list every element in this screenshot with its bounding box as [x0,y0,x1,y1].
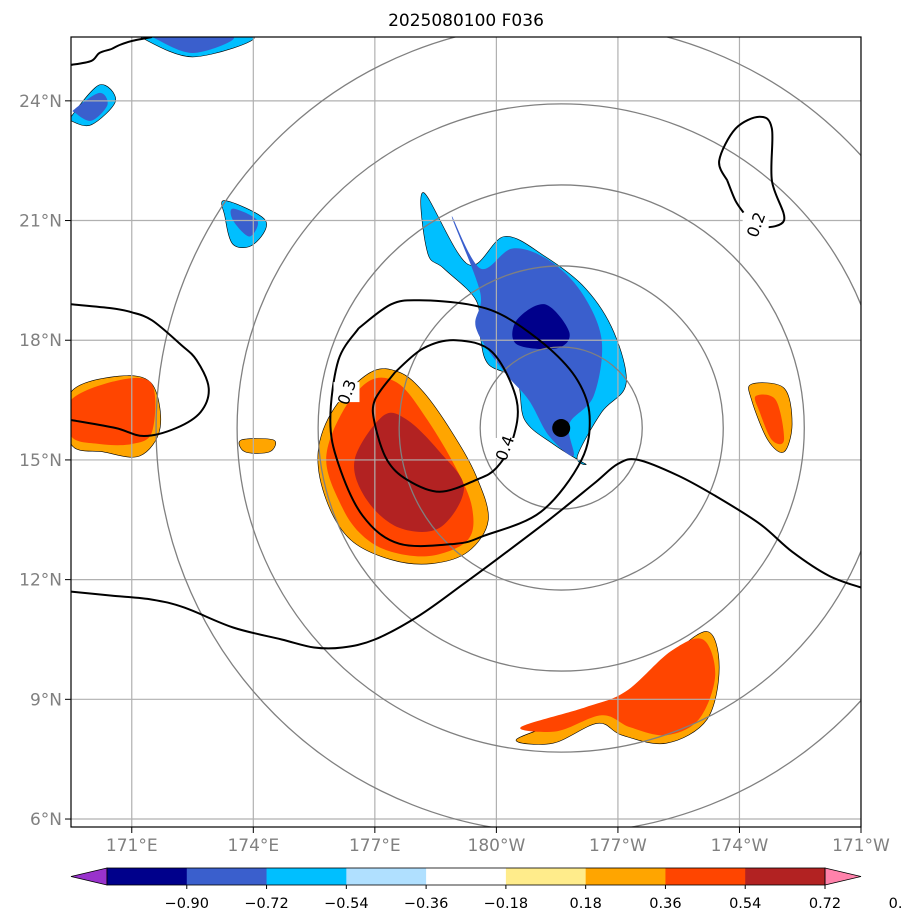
x-tick-label-5: 174°W [711,836,769,856]
x-tick-label-3: 180°W [468,836,526,856]
colorbar: −0.90 −0.72 −0.54 −0.36 −0.18 0.18 0.36 0.54 0.7… [70,867,902,912]
contour-line-5 [726,180,745,214]
shaded-region-12 [512,304,570,350]
colorbar-swatch-8 [665,868,746,885]
plot-frame [70,36,862,828]
colorbar-label-2: −0.54 [324,896,368,912]
y-tick-label-6: 24°N [19,92,62,112]
range-ring-2 [317,184,805,672]
y-tick-label-5: 21°N [19,212,62,232]
colorbar-swatch-1 [107,868,188,885]
colorbar-swatch-9 [745,868,826,885]
range-ring-3 [236,103,861,753]
colorbar-label-7: 0.54 [729,896,761,912]
colorbar-swatch-3 [266,868,347,885]
y-tick-label-0: 6°N [30,810,62,830]
shaded-region-4 [71,377,156,446]
colorbar-extend-min [70,867,108,886]
x-tick-label-6: 171°W [832,836,890,856]
colorbar-outline [106,867,826,886]
colorbar-label-5: 0.18 [570,896,602,912]
colorbar-label-8: 0.72 [809,896,841,912]
colorbar-swatch-4 [346,868,427,885]
contour-line-1 [329,299,591,548]
contour-label-bg-1 [333,382,360,403]
x-tick-label-2: 177°E [349,836,401,856]
contour-line-3 [71,458,861,650]
contour-label-bg-4 [742,214,769,235]
y-tick-label-3: 15°N [19,451,62,471]
colorbar-swatch-7 [585,868,666,885]
shaded-region-14 [230,208,259,237]
contour-layer: 0.40.30.2 [71,37,861,650]
x-tick-label-4: 177°W [589,836,647,856]
y-tick-label-2: 12°N [19,571,62,591]
y-axis: 6°N 9°N 12°N 15°N 18°N 21°N 24°N [19,92,71,830]
chart-title: 2025080100 F036 [388,11,544,31]
x-tick-label-0: 171°E [106,836,158,856]
storm-center-marker [552,419,571,438]
range-ring-4 [155,37,861,827]
colorbar-swatch-2 [186,868,268,885]
colorbar-label-1: −0.72 [244,896,288,912]
range-ring-1 [398,265,724,591]
colorbar-label-6: 0.36 [649,896,681,912]
colorbar-swatch-6 [505,868,587,885]
colorbar-label-4: −0.18 [484,896,528,912]
shaded-region-18 [72,92,108,121]
colorbar-label-9: 0.90 [889,896,902,912]
x-axis: 171°E 174°E 177°E 180°W 177°W 174°W 171°W [106,827,890,856]
contour-line-0 [371,339,519,493]
contour-line-4 [718,115,786,230]
colorbar-label-3: −0.36 [404,896,448,912]
colorbar-extend-max [824,867,862,886]
contour-label-bg-0 [491,437,518,458]
colorbar-label-0: −0.90 [165,896,209,912]
shaded-region-16 [152,37,234,53]
shaded-region-2 [354,412,464,533]
contour-line-6 [71,37,153,66]
shaded-region-7 [754,394,785,445]
marker-layer [552,419,571,438]
plot-background [71,37,861,827]
shaded-region-5 [238,438,276,454]
shaded-region-9 [520,638,716,736]
y-tick-label-1: 9°N [30,690,62,710]
y-tick-label-4: 18°N [19,331,62,351]
x-tick-label-1: 174°E [227,836,279,856]
grid-layer [71,37,861,827]
colorbar-swatch-5 [426,868,507,885]
contour-line-2 [71,303,210,438]
